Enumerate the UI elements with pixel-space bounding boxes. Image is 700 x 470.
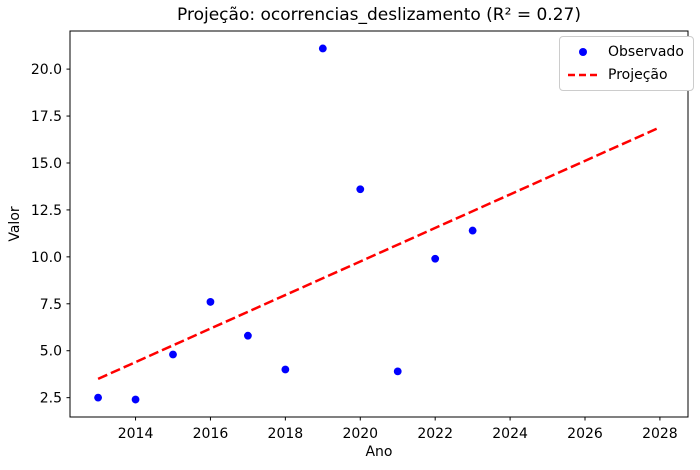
- y-tick-label: 2.5: [40, 391, 62, 407]
- projecao-dashed-line-icon: [567, 69, 599, 81]
- y-tick-label: 7.5: [40, 297, 62, 313]
- legend: Observado Projeção: [559, 36, 694, 91]
- scatter-point: [431, 254, 440, 263]
- y-tick-label: 17.5: [31, 109, 62, 125]
- x-tick-label: 2016: [193, 426, 229, 442]
- scatter-point: [468, 226, 477, 235]
- scatter-point: [318, 44, 327, 53]
- scatter-point: [169, 350, 177, 359]
- scatter-point: [94, 393, 102, 402]
- scatter-point: [393, 367, 402, 376]
- x-tick-label: 2022: [417, 426, 453, 442]
- x-tick-label: 2020: [342, 426, 378, 442]
- y-tick-label: 15.0: [31, 156, 62, 172]
- y-tick-label: 5.0: [40, 344, 62, 360]
- x-tick-label: 2026: [567, 426, 603, 442]
- y-tick-label: 10.0: [31, 250, 62, 266]
- x-axis-label: Ano: [365, 444, 393, 460]
- scatter-point: [356, 185, 365, 194]
- y-axis-label: Valor: [7, 206, 23, 242]
- scatter-point: [131, 395, 140, 404]
- legend-entry-projecao: Projeção: [567, 65, 684, 85]
- scatter-point: [281, 365, 290, 374]
- legend-entry-observado: Observado: [567, 42, 684, 62]
- x-tick-label: 2028: [642, 426, 678, 442]
- x-tick-label: 2014: [118, 426, 154, 442]
- x-tick-label: 2024: [492, 426, 528, 442]
- legend-label: Observado: [608, 44, 684, 60]
- chart-title: Projeção: ocorrencias_deslizamento (R² =…: [177, 5, 581, 25]
- trend-line: [97, 126, 661, 381]
- scatter-point: [244, 331, 252, 340]
- scatter-point: [206, 298, 215, 306]
- observado-dot-icon: [567, 46, 599, 58]
- y-tick-label: 12.5: [31, 203, 62, 219]
- x-tick-label: 2018: [268, 426, 304, 442]
- axes-frame: [69, 30, 689, 418]
- y-tick-label: 20.0: [31, 62, 62, 78]
- legend-label: Projeção: [608, 67, 668, 83]
